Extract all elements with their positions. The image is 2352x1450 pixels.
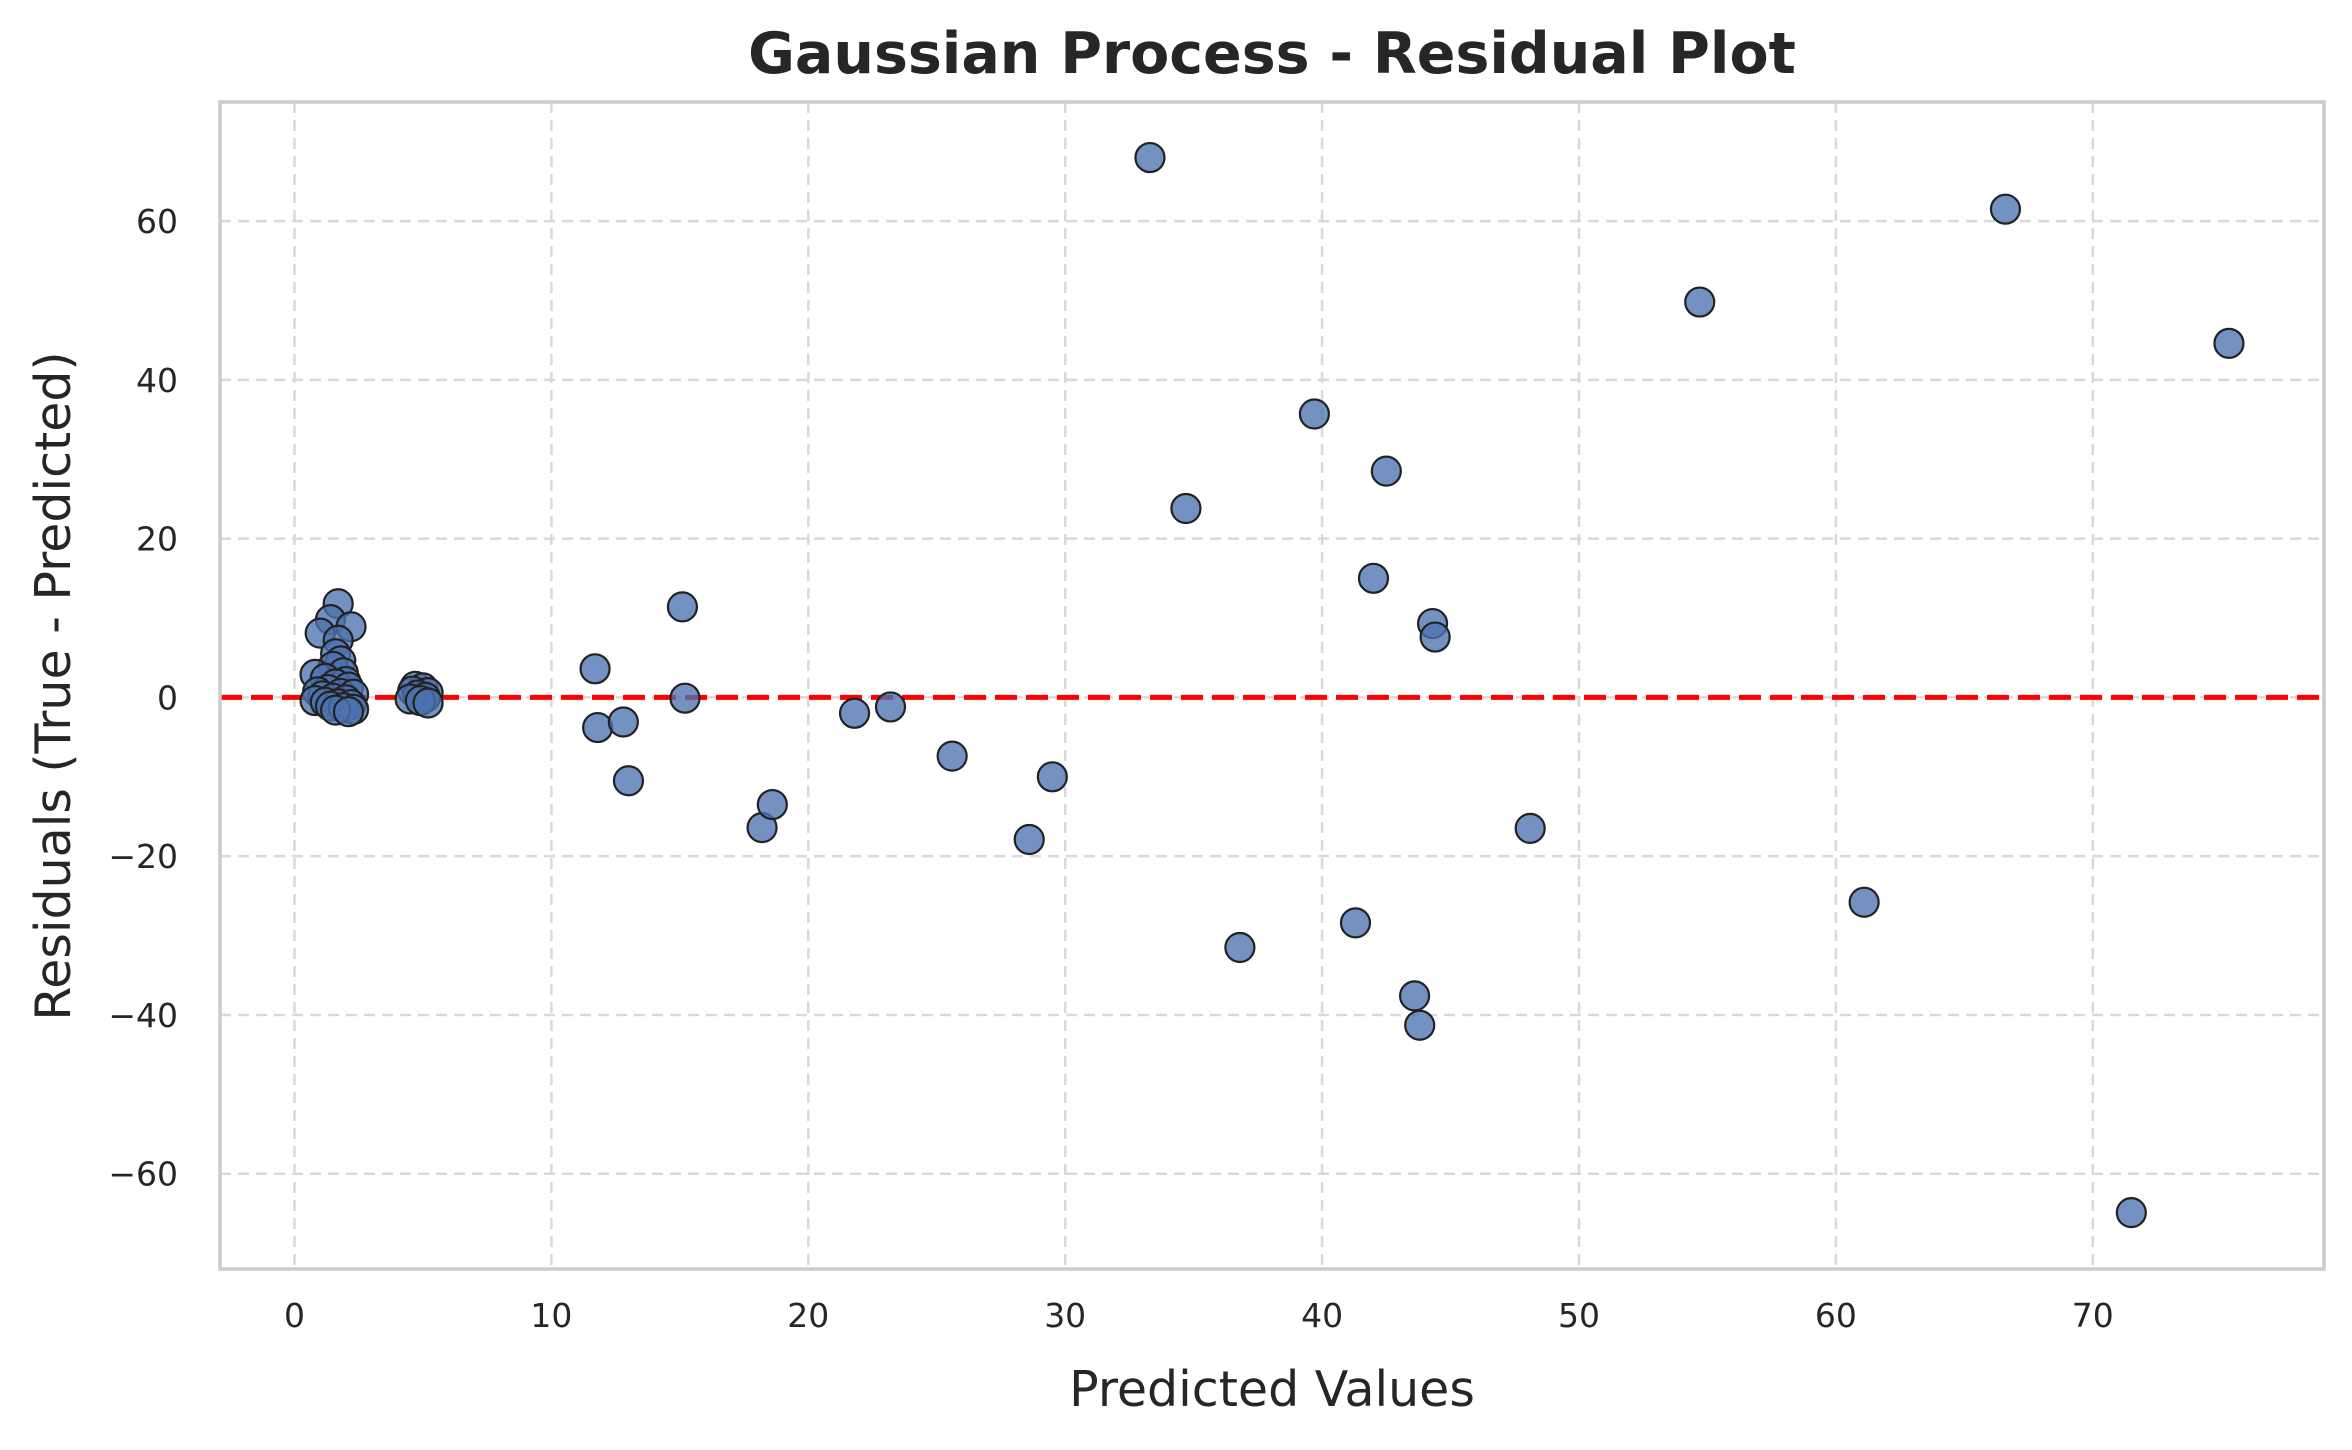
y-tick-label: 0 <box>157 678 178 717</box>
plot-frame <box>218 100 2326 1271</box>
data-point <box>1170 492 1202 525</box>
data-point <box>838 697 871 729</box>
data-point <box>1036 761 1068 793</box>
data-point <box>1134 141 1166 174</box>
data-point <box>936 740 968 772</box>
data-point <box>332 696 365 728</box>
x-tick-label: 40 <box>1301 1296 1343 1335</box>
y-tick-label: 20 <box>136 520 178 559</box>
data-point <box>756 788 788 821</box>
data-point <box>666 591 699 623</box>
data-point <box>1848 886 1880 918</box>
data-point <box>1224 931 1256 964</box>
x-tick-label: 20 <box>787 1296 829 1335</box>
x-tick-label: 60 <box>1815 1296 1857 1335</box>
y-tick-label: −20 <box>108 837 178 876</box>
data-point <box>669 682 701 714</box>
data-point <box>1370 455 1402 487</box>
y-axis-label: Residuals (True - Predicted) <box>25 351 82 1020</box>
y-tick-label: 60 <box>136 202 178 241</box>
data-point <box>1357 562 1390 594</box>
data-point <box>1298 398 1330 430</box>
data-point <box>582 711 614 744</box>
y-tick-label: −60 <box>108 1155 178 1194</box>
y-tick-label: 40 <box>136 361 178 400</box>
data-point <box>1419 621 1451 653</box>
x-tick-label: 70 <box>2072 1296 2114 1335</box>
data-point <box>579 653 611 685</box>
data-point <box>1013 823 1045 856</box>
data-point <box>1989 193 2022 225</box>
data-points-layer <box>299 141 2245 1229</box>
data-point <box>1398 980 1431 1012</box>
tick-labels-layer: 0 10 20 30 40 50 60 70 −60 −40 −20 0 20 40 60 <box>108 202 2113 1335</box>
data-point <box>612 765 645 797</box>
x-tick-label: 10 <box>530 1296 572 1335</box>
data-point <box>2115 1197 2147 1229</box>
grid-layer <box>220 102 2324 1269</box>
x-tick-label: 30 <box>1044 1296 1086 1335</box>
data-point <box>1404 1009 1436 1041</box>
chart-title: Gaussian Process - Residual Plot <box>748 21 1796 87</box>
data-point <box>1684 286 1716 318</box>
data-point <box>874 691 907 723</box>
x-tick-label: 50 <box>1558 1296 1600 1335</box>
data-point <box>2213 327 2245 359</box>
data-point <box>1514 812 1546 844</box>
data-point <box>412 687 444 719</box>
x-tick-label: 0 <box>284 1296 305 1335</box>
x-axis-label: Predicted Values <box>1069 1361 1475 1418</box>
data-point <box>1339 907 1372 939</box>
data-point <box>607 706 639 738</box>
y-tick-label: −40 <box>108 996 178 1035</box>
